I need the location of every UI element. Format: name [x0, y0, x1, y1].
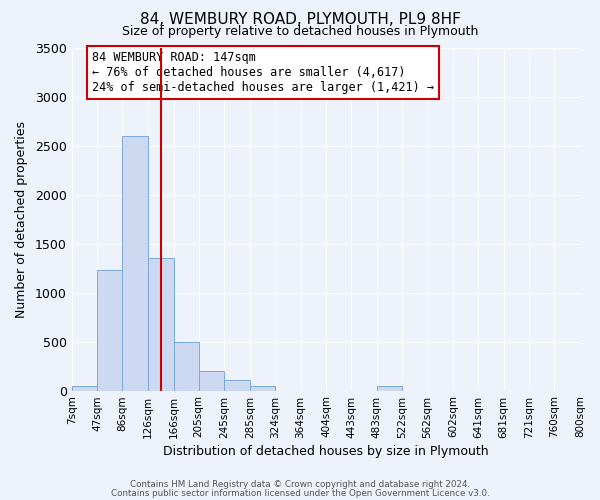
Bar — [250, 386, 275, 390]
Bar — [173, 342, 199, 390]
Text: 84 WEMBURY ROAD: 147sqm
← 76% of detached houses are smaller (4,617)
24% of semi: 84 WEMBURY ROAD: 147sqm ← 76% of detache… — [92, 51, 434, 94]
Bar — [377, 386, 402, 390]
Text: Contains public sector information licensed under the Open Government Licence v3: Contains public sector information licen… — [110, 488, 490, 498]
Bar — [122, 136, 148, 390]
X-axis label: Distribution of detached houses by size in Plymouth: Distribution of detached houses by size … — [163, 444, 488, 458]
Text: Size of property relative to detached houses in Plymouth: Size of property relative to detached ho… — [122, 25, 478, 38]
Bar — [224, 380, 250, 390]
Text: 84, WEMBURY ROAD, PLYMOUTH, PL9 8HF: 84, WEMBURY ROAD, PLYMOUTH, PL9 8HF — [140, 12, 460, 28]
Text: Contains HM Land Registry data © Crown copyright and database right 2024.: Contains HM Land Registry data © Crown c… — [130, 480, 470, 489]
Bar — [71, 386, 97, 390]
Bar — [97, 270, 122, 390]
Bar — [148, 258, 173, 390]
Y-axis label: Number of detached properties: Number of detached properties — [15, 120, 28, 318]
Bar — [199, 371, 224, 390]
